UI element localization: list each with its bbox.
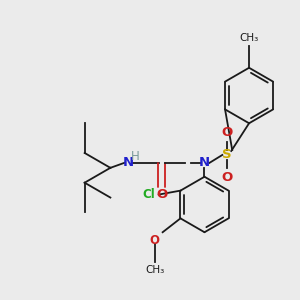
Text: O: O (150, 234, 160, 247)
Text: O: O (222, 171, 233, 184)
Text: Cl: Cl (142, 188, 155, 201)
Text: O: O (156, 188, 167, 201)
Text: CH₃: CH₃ (239, 33, 259, 43)
Text: CH₃: CH₃ (145, 265, 164, 275)
Text: H: H (131, 150, 140, 164)
Text: N: N (123, 156, 134, 170)
Text: S: S (223, 148, 232, 161)
Text: N: N (199, 156, 210, 170)
Text: O: O (222, 126, 233, 139)
